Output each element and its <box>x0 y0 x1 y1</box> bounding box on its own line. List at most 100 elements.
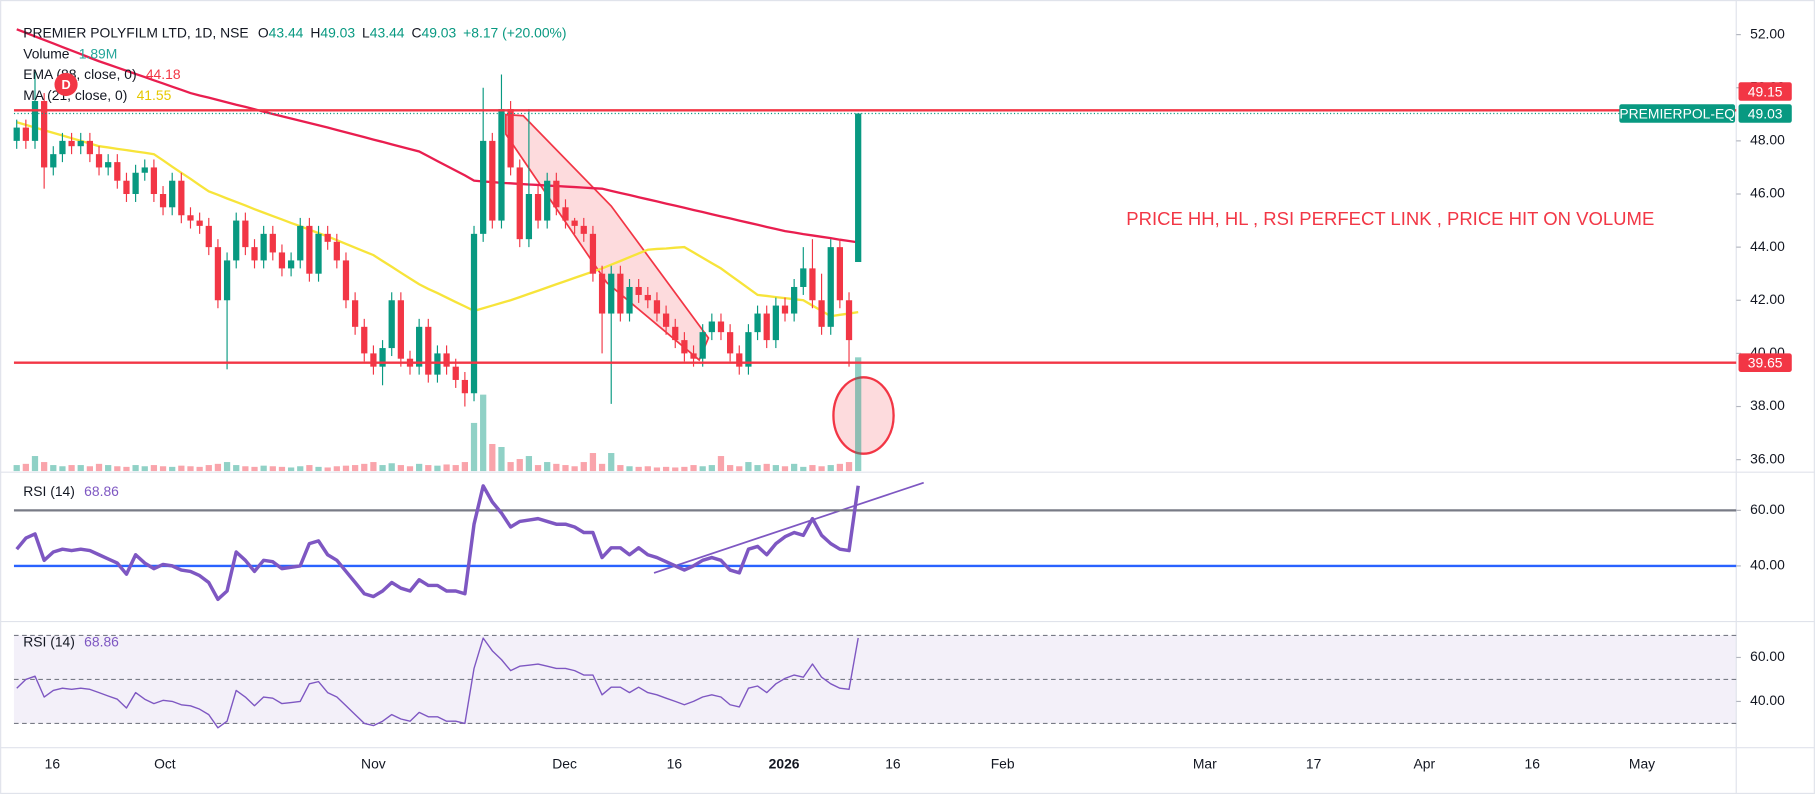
volume-bar <box>708 465 715 472</box>
y-tick-label: 46.00 <box>1750 185 1785 201</box>
candle-body <box>626 286 633 314</box>
volume-bar <box>77 465 84 472</box>
volume-bar <box>351 465 359 472</box>
x-tick-label: Nov <box>361 756 386 772</box>
volume-bar <box>361 463 368 472</box>
volume-bar <box>580 462 587 472</box>
legend-value: 68.86 <box>84 633 119 649</box>
candle-body <box>690 353 697 359</box>
volume-bar <box>470 422 478 472</box>
volume-bar <box>123 466 130 472</box>
volume-bar <box>763 463 770 472</box>
event-badge-icon: D <box>61 77 70 92</box>
volume-bar <box>818 466 825 472</box>
volume-bar <box>397 465 404 472</box>
event-badge[interactable] <box>54 72 78 97</box>
volume-bar <box>525 456 533 472</box>
legend-line: Volume 1.89M <box>23 45 117 61</box>
volume-bar <box>809 465 816 472</box>
candle-body <box>791 286 798 314</box>
candle-body <box>644 294 651 301</box>
candle-body <box>95 154 103 168</box>
volume-bar <box>370 462 377 472</box>
volume-bar <box>589 453 597 472</box>
candle-body <box>379 348 386 367</box>
legend-line: RSI (14) 68.86 <box>23 483 119 499</box>
candle-body <box>809 268 816 301</box>
volume-bar <box>388 463 395 472</box>
volume-bar <box>287 467 295 472</box>
candle-body <box>105 162 112 168</box>
candle-body <box>800 268 807 287</box>
volume-highlight <box>832 376 895 455</box>
candle-body <box>544 180 551 221</box>
volume-bar <box>690 465 697 472</box>
volume-bar <box>644 466 651 472</box>
volume-bar <box>22 463 29 472</box>
x-tick-label: May <box>1629 756 1655 772</box>
candle-body <box>324 233 331 242</box>
volume-bar <box>31 456 39 472</box>
volume-bar <box>59 466 66 472</box>
y-tick-label: 36.00 <box>1750 450 1785 466</box>
legend-value: 44.18 <box>146 66 181 82</box>
symbol-tag-bg <box>1619 104 1736 123</box>
legend-label: Volume <box>23 45 70 61</box>
candle-body <box>855 113 862 263</box>
legend-label: H <box>310 24 320 40</box>
last-price-tag-bg <box>1738 104 1792 123</box>
candle-body <box>269 233 276 253</box>
x-tick-label: Oct <box>154 756 176 772</box>
volume-bar <box>571 466 578 472</box>
candle-body <box>534 194 542 221</box>
volume-bar <box>242 466 249 472</box>
legend-label: MA (21, close, 0) <box>23 87 127 103</box>
volume-bar <box>553 463 560 472</box>
volume-bar <box>736 466 743 472</box>
indicator-line <box>16 28 859 244</box>
volume-bar <box>608 453 615 472</box>
y-tick-label: 44.00 <box>1750 238 1785 254</box>
candle-body <box>525 194 533 240</box>
x-tick-label: 2026 <box>769 756 800 772</box>
candle-body <box>589 233 597 274</box>
y-tick-label: 38.00 <box>1750 397 1785 413</box>
candle-body <box>150 167 158 195</box>
candle-body <box>306 225 313 274</box>
volume-bar <box>114 466 121 472</box>
candle-body <box>553 180 560 208</box>
volume-bar <box>754 465 761 472</box>
volume-bar <box>324 467 331 472</box>
volume-bar <box>681 466 688 472</box>
volume-bar <box>827 465 834 472</box>
legend-line: RSI (14) 68.86 <box>23 633 119 649</box>
candle-body <box>223 260 231 301</box>
candle-body <box>50 154 57 168</box>
volume-bar <box>223 462 231 472</box>
candle-body <box>13 127 20 141</box>
volume-bar <box>800 466 807 472</box>
volume-bar <box>635 466 642 472</box>
x-tick-label: 17 <box>1306 756 1322 772</box>
candle-body <box>608 273 615 314</box>
volume-bar <box>13 465 20 472</box>
legend-label: RSI (14) <box>23 483 75 499</box>
volume-bar <box>836 463 844 472</box>
candle-body <box>41 101 48 168</box>
legend-value: 49.03 <box>320 24 355 40</box>
volume-bar <box>425 465 432 472</box>
legend-value: 43.44 <box>269 24 304 40</box>
volume-bar <box>233 465 240 472</box>
x-tick-label: Dec <box>552 756 577 772</box>
x-tick-label: Apr <box>1414 756 1436 772</box>
candle-body <box>205 225 212 248</box>
volume-bar <box>342 465 350 472</box>
price-tag-bg <box>1738 82 1792 101</box>
x-tick-label: 16 <box>1525 756 1541 772</box>
volume-bar <box>772 465 779 472</box>
y-tick-label: 60.00 <box>1750 501 1785 517</box>
symbol-tag: PREMIERPOL-EQ <box>1619 105 1735 121</box>
volume-bar <box>489 443 496 472</box>
y-tick-label: 60.00 <box>1750 648 1785 664</box>
candle-body <box>141 167 148 173</box>
